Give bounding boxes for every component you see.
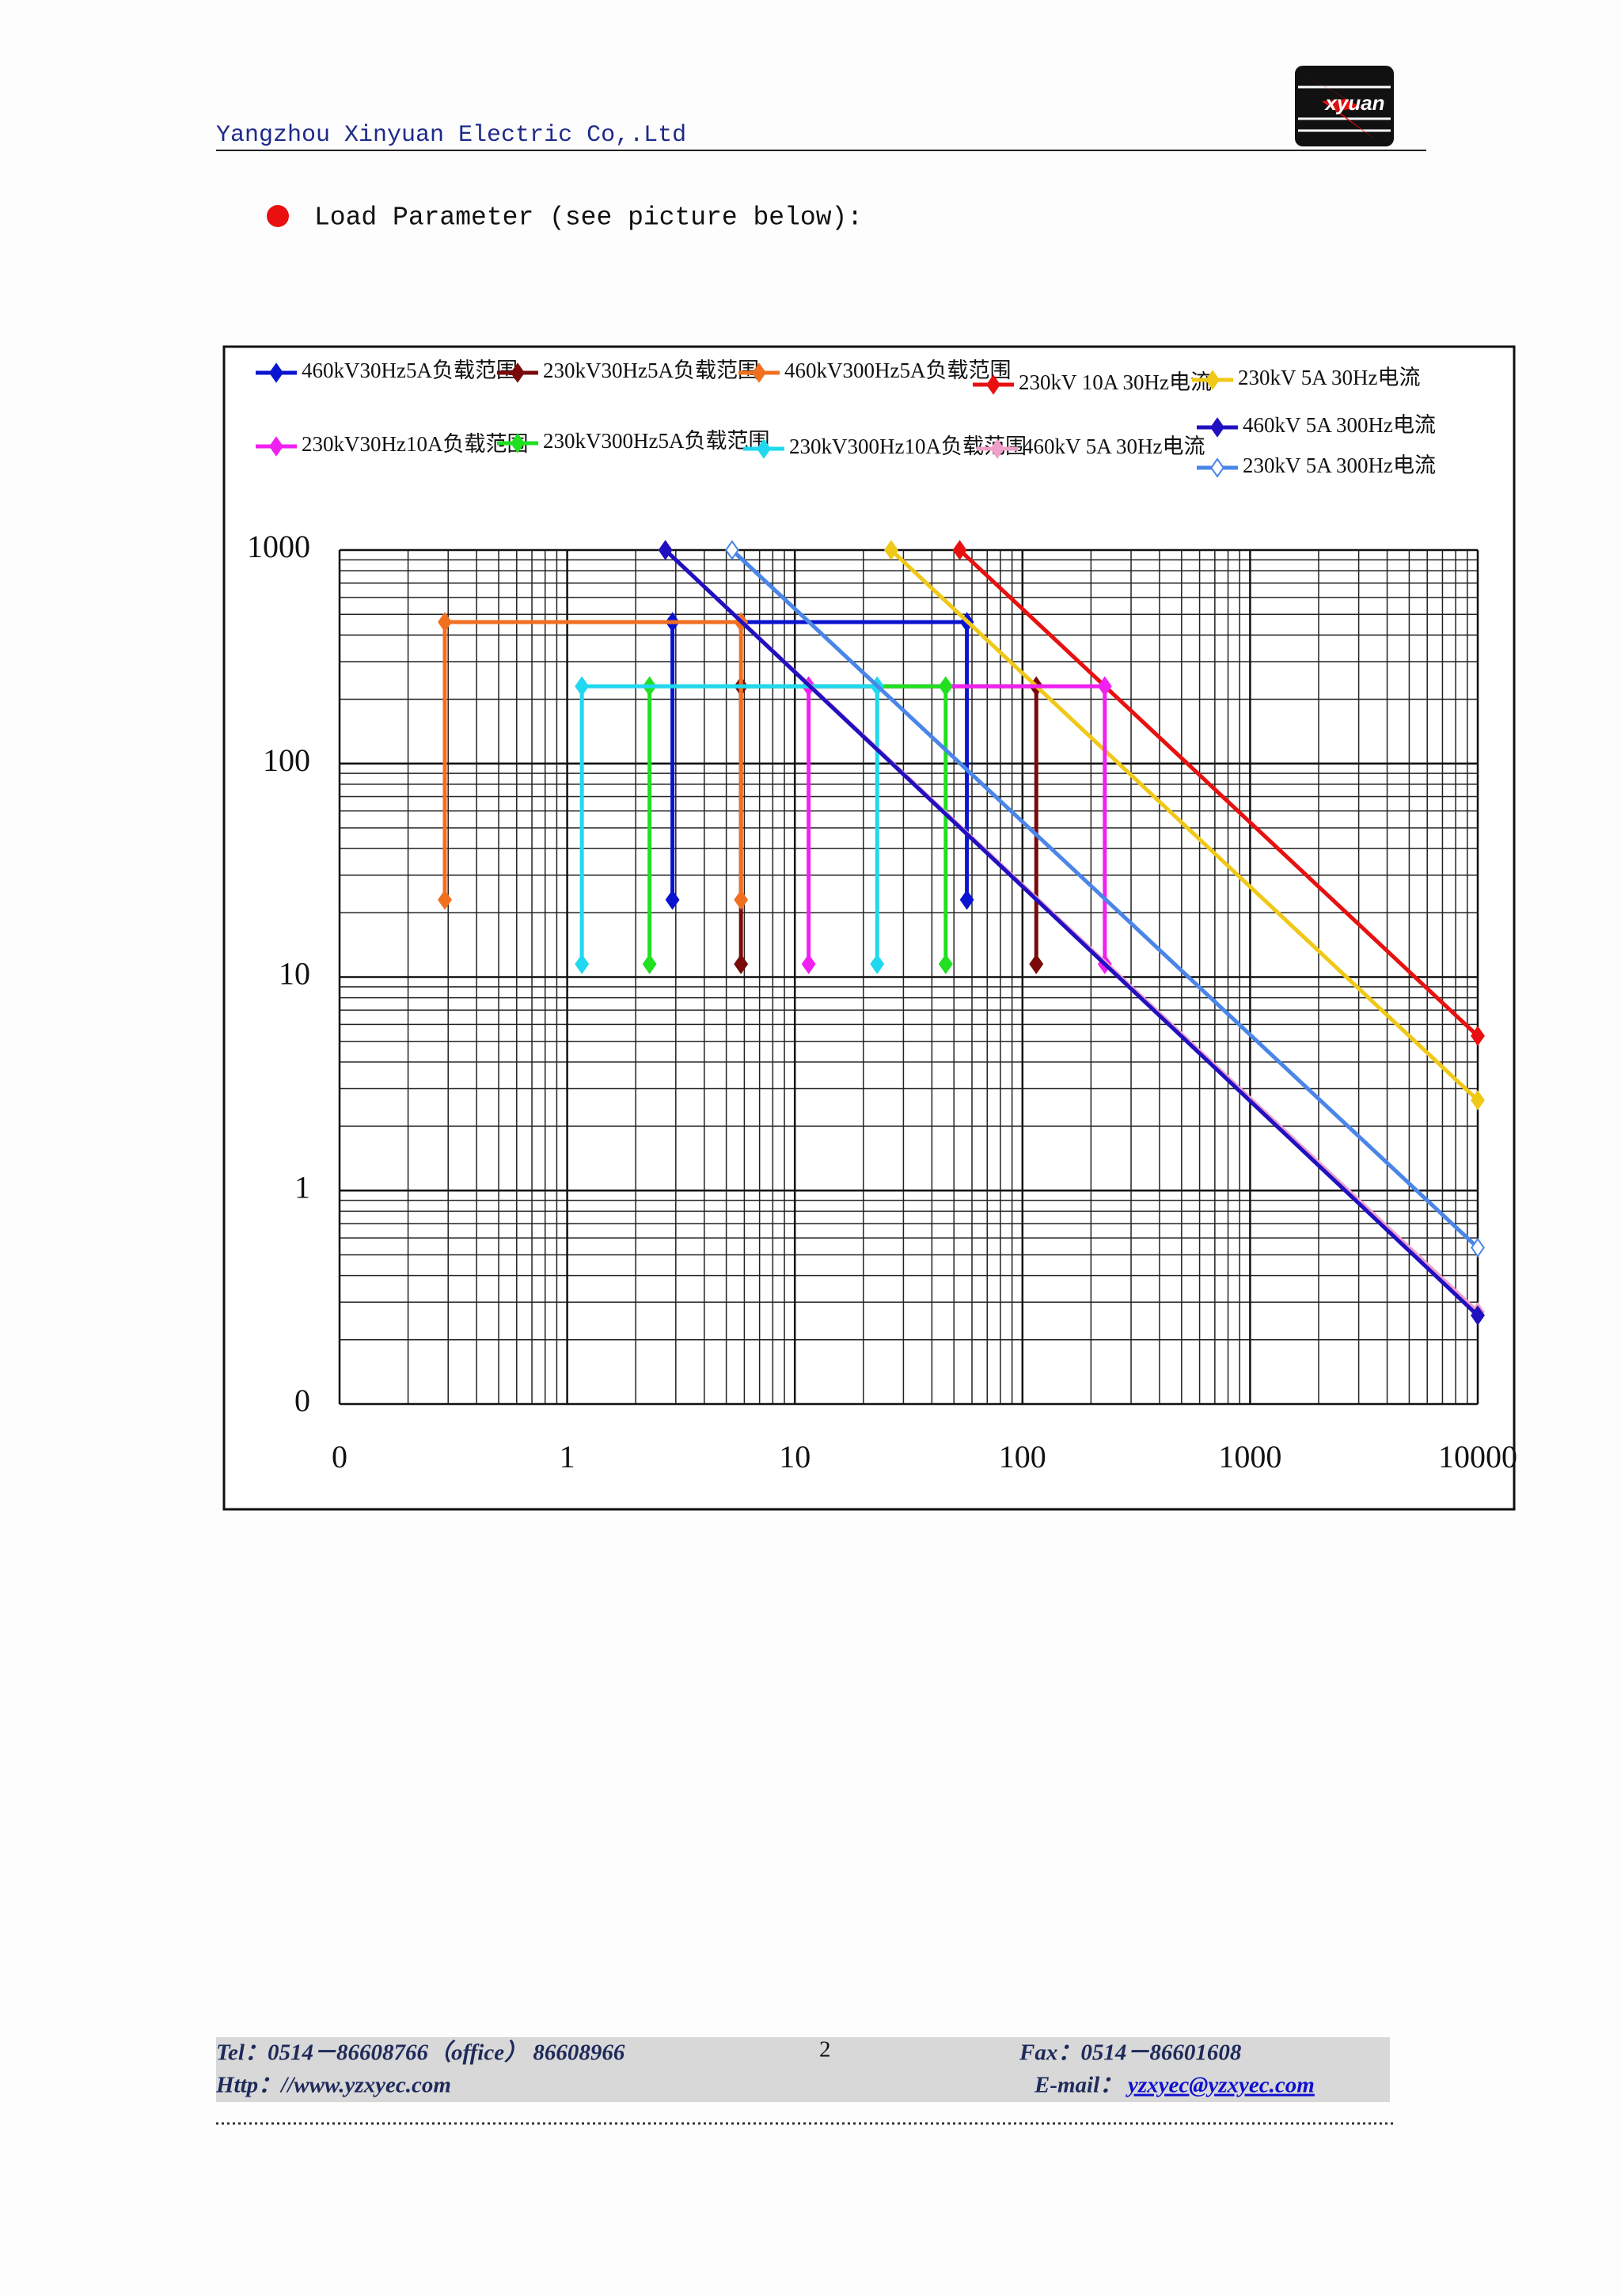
- series-line: [670, 620, 970, 900]
- legend-label: 230kV30Hz10A负载范围: [302, 432, 528, 456]
- data-point: [1097, 676, 1112, 696]
- data-point: [575, 954, 590, 974]
- logo: xyuan: [1295, 66, 1394, 146]
- x-tick-label: 10000: [1438, 1439, 1517, 1474]
- footer-fax: Fax：0514－86601608: [1019, 2040, 1242, 2066]
- series-line: [807, 684, 1107, 965]
- data-point: [1471, 1026, 1485, 1046]
- footer-tel: Tel：0514－86608766（office） 86608966: [216, 2040, 625, 2066]
- y-tick-label: 0: [294, 1383, 310, 1418]
- data-point: [938, 954, 953, 974]
- series-line: [890, 548, 1479, 1102]
- legend-marker: [269, 436, 283, 457]
- data-point: [884, 540, 898, 560]
- legend-marker: [990, 438, 1004, 459]
- company-name: Yangzhou Xinyuan Electric Co,.Ltd: [216, 122, 686, 149]
- legend-marker: [986, 374, 1000, 395]
- footer-band: [216, 2037, 1390, 2102]
- legend-label: 460kV 5A 300Hz电流: [1243, 413, 1436, 437]
- legend-label: 230kV300Hz5A负载范围: [543, 429, 769, 453]
- y-tick-label: 1: [294, 1169, 310, 1205]
- footer-email[interactable]: yzxyec@yzxyec.com: [1126, 2073, 1315, 2098]
- legend-label: 230kV 10A 30Hz电流: [1019, 370, 1212, 394]
- data-point: [734, 890, 749, 910]
- legend-label: 460kV30Hz5A负载范围: [302, 359, 518, 382]
- legend-marker: [511, 433, 525, 454]
- data-point: [575, 676, 590, 696]
- data-point: [724, 540, 739, 560]
- legend-label: 230kV300Hz10A负载范围: [789, 435, 1027, 458]
- x-tick-label: 1: [560, 1439, 575, 1474]
- data-point: [1471, 1237, 1485, 1258]
- legend-marker: [1205, 370, 1220, 390]
- series-line: [731, 548, 1479, 1250]
- series-line: [663, 548, 1479, 1317]
- legend-label: 460kV 5A 30Hz电流: [1023, 435, 1205, 458]
- series-line: [958, 548, 1479, 1038]
- page-number: 2: [819, 2037, 831, 2063]
- chart: 0 1 10 100 1000 10000 0 1 10 100 1000 460kV30Hz5A负载…: [247, 359, 1517, 1474]
- logo-text: xyuan: [1323, 91, 1384, 115]
- legend-marker: [511, 362, 525, 383]
- x-tick-label: 100: [999, 1439, 1046, 1474]
- bullet-dot: [267, 205, 289, 227]
- legend-label: 460kV300Hz5A负载范围: [784, 359, 1011, 382]
- data-point: [870, 954, 885, 974]
- legend-marker: [752, 362, 766, 383]
- legend-marker: [1210, 417, 1224, 438]
- chart-frame: [222, 345, 1516, 1511]
- data-point: [734, 954, 749, 974]
- data-point: [959, 890, 974, 910]
- data-point: [642, 954, 657, 974]
- x-tick-label: 0: [332, 1439, 347, 1474]
- bullet-text: Load Parameter (see picture below):: [314, 203, 863, 233]
- y-tick-label: 10: [279, 956, 310, 992]
- data-point: [438, 612, 452, 632]
- legend-marker: [1210, 457, 1224, 478]
- series-line: [442, 620, 743, 900]
- data-point: [1029, 954, 1044, 974]
- y-tick-label: 100: [263, 742, 310, 778]
- legend-label: 230kV 5A 300Hz电流: [1243, 454, 1436, 477]
- data-point: [952, 540, 967, 560]
- legend-label: 230kV30Hz5A负载范围: [543, 359, 759, 382]
- x-tick-label: 1000: [1218, 1439, 1281, 1474]
- footer-http: Http：//www.yzxyec.com: [215, 2073, 451, 2098]
- data-point: [801, 954, 816, 974]
- footer-email-label: E-mail：: [1034, 2073, 1122, 2098]
- data-point: [1471, 1090, 1485, 1110]
- series-line: [579, 684, 879, 965]
- legend-marker: [757, 438, 771, 459]
- y-tick-label: 1000: [247, 529, 310, 564]
- data-point: [1471, 1305, 1485, 1326]
- data-point: [438, 890, 452, 910]
- x-tick-label: 10: [779, 1439, 810, 1474]
- data-point: [938, 676, 953, 696]
- data-point: [665, 890, 680, 910]
- legend-marker: [269, 362, 283, 383]
- legend-label: 230kV 5A 30Hz电流: [1238, 366, 1421, 389]
- data-point: [658, 540, 673, 560]
